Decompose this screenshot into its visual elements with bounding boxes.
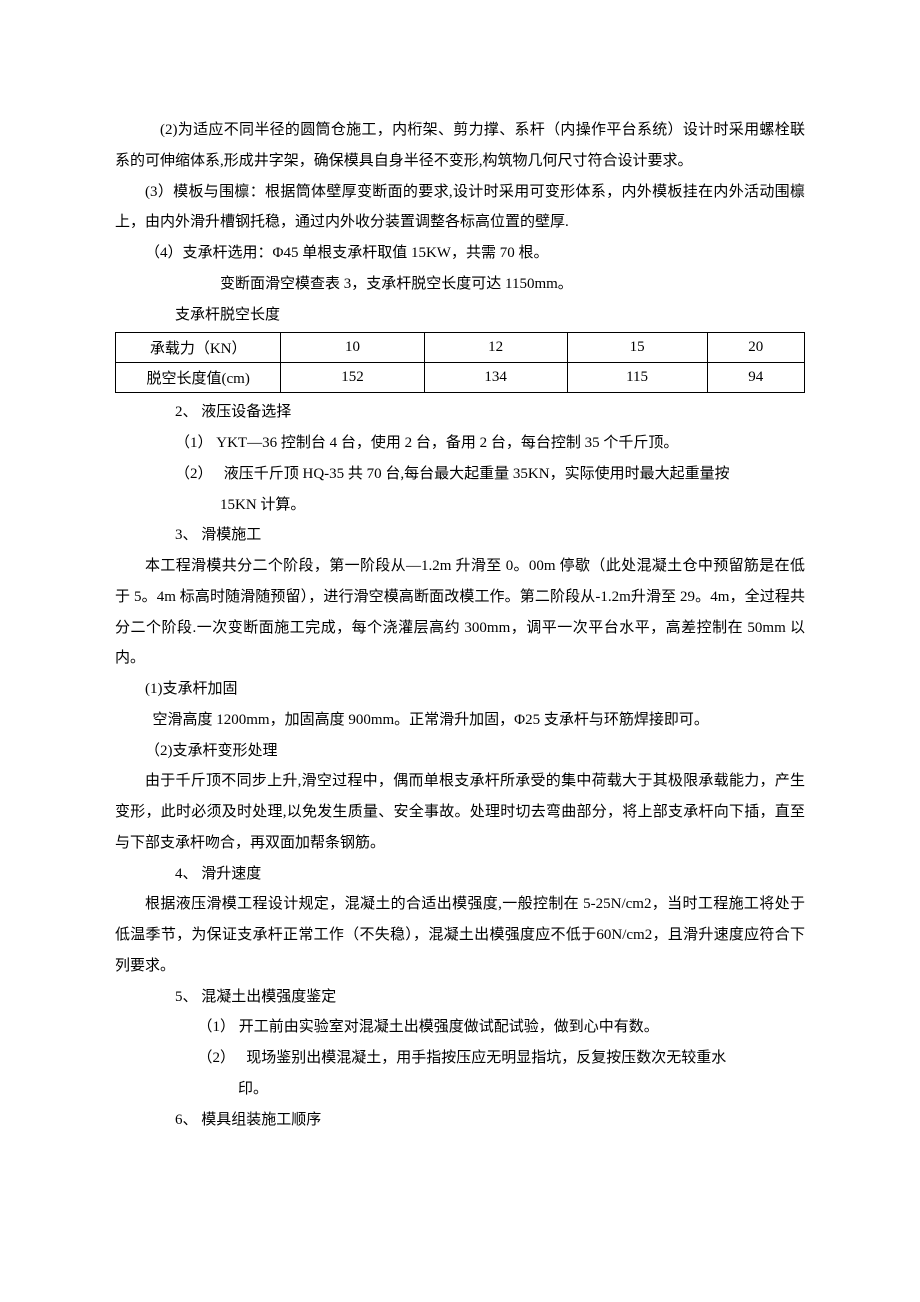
row2-header-cell: 脱空长度值(cm) [116, 363, 281, 393]
item-2-2: （2） 液压千斤顶 HQ-35 共 70 台,每台最大起重量 35KN，实际使用… [115, 459, 805, 490]
item-5-2-cont: 印。 [238, 1074, 805, 1105]
item-3-2-body: 由于千斤顶不同步上升,滑空过程中，偶而单根支承杆所承受的集中荷载大于其极限承载能… [115, 766, 805, 858]
row2-c1: 152 [281, 363, 424, 393]
paragraph-3: (3）模板与围檩：根据筒体壁厚变断面的要求,设计时采用可变形体系，内外模板挂在内… [115, 177, 805, 239]
table-row: 承载力（KN） 10 12 15 20 [116, 333, 805, 363]
row2-c3: 115 [567, 363, 707, 393]
row2-c2: 134 [424, 363, 567, 393]
item-2-1: （1） YKT—36 控制台 4 台，使用 2 台，备用 2 台，每台控制 35… [115, 428, 805, 459]
item-5-2-text: （2） 现场鉴别出模混凝土，用手指按压应无明显指坑，反复按压数次无较重水 [198, 1050, 727, 1066]
section-5-title: 5、 混凝土出模强度鉴定 [115, 982, 805, 1013]
item-2-2-cont: 15KN 计算。 [220, 490, 805, 521]
section-6-title: 6、 模具组装施工顺序 [115, 1105, 805, 1136]
support-rod-table: 承载力（KN） 10 12 15 20 脱空长度值(cm) 152 134 11… [115, 332, 805, 393]
row1-c1: 10 [281, 333, 424, 363]
item-5-2: （2） 现场鉴别出模混凝土，用手指按压应无明显指坑，反复按压数次无较重水 [115, 1043, 805, 1074]
table-caption: 支承杆脱空长度 [115, 300, 805, 331]
item-3-2-title: （2)支承杆变形处理 [115, 736, 805, 767]
item-2-2-text: （2） 液压千斤顶 HQ-35 共 70 台,每台最大起重量 35KN，实际使用… [175, 466, 730, 482]
section-4-title: 4、 滑升速度 [115, 859, 805, 890]
row1-header-cell: 承载力（KN） [116, 333, 281, 363]
section-2-title: 2、 液压设备选择 [115, 397, 805, 428]
item-3-1-title: (1)支承杆加固 [115, 674, 805, 705]
section-3-title: 3、 滑模施工 [115, 520, 805, 551]
item-3-1-body: 空滑高度 1200mm，加固高度 900mm。正常滑升加固，Φ25 支承杆与环筋… [115, 705, 805, 736]
paragraph-4: （4）支承杆选用：Φ45 单根支承杆取值 15KW，共需 70 根。 [115, 238, 805, 269]
row1-c2: 12 [424, 333, 567, 363]
paragraph-5: 变断面滑空模查表 3，支承杆脱空长度可达 1150mm。 [115, 269, 805, 300]
paragraph-3-body: 本工程滑模共分二个阶段，第一阶段从—1.2m 升滑至 0。00m 停歇（此处混凝… [115, 551, 805, 674]
paragraph-4-body: 根据液压滑模工程设计规定，混凝土的合适出模强度,一般控制在 5-25N/cm2，… [115, 889, 805, 981]
item-5-1: （1） 开工前由实验室对混凝土出模强度做试配试验，做到心中有数。 [115, 1012, 805, 1043]
row1-c3: 15 [567, 333, 707, 363]
row1-c4: 20 [707, 333, 805, 363]
table-row: 脱空长度值(cm) 152 134 115 94 [116, 363, 805, 393]
paragraph-2: (2)为适应不同半径的圆筒仓施工，内桁架、剪力撑、系杆（内操作平台系统）设计时采… [115, 115, 805, 177]
row2-c4: 94 [707, 363, 805, 393]
